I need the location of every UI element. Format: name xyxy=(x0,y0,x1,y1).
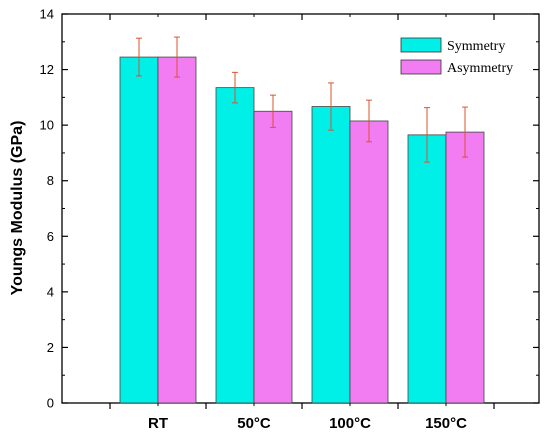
legend-label-asymmetry: Asymmetry xyxy=(447,61,513,76)
x-tick-label: 50°C xyxy=(237,415,271,432)
y-tick-label: 6 xyxy=(47,229,54,244)
y-tick-label: 12 xyxy=(40,62,54,77)
x-tick-label: 100°C xyxy=(329,415,371,432)
legend-swatch-symmetry xyxy=(400,37,442,53)
bar-symmetry-0 xyxy=(119,56,159,404)
bar-asymmetry-0 xyxy=(157,56,197,404)
y-tick-label: 2 xyxy=(47,340,54,355)
legend-label-symmetry: Symmetry xyxy=(447,39,505,54)
y-tick-label: 14 xyxy=(40,7,54,22)
x-tick-label: RT xyxy=(148,415,168,432)
bar-symmetry-1 xyxy=(215,87,255,404)
legend: Symmetry Asymmetry xyxy=(400,37,513,76)
legend-swatch-asymmetry xyxy=(400,59,442,75)
bar-asymmetry-2 xyxy=(349,120,389,404)
y-axis-title: Youngs Modulus (GPa) xyxy=(9,121,26,296)
y-tick-label: 10 xyxy=(40,118,54,133)
y-axis-ticks: 0 2 4 6 8 10 12 14 xyxy=(40,7,539,411)
y-tick-label: 4 xyxy=(47,284,54,299)
x-tick-label: 150°C xyxy=(425,415,467,432)
y-tick-label: 0 xyxy=(47,396,54,411)
bar-symmetry-2 xyxy=(311,106,351,404)
bar-asymmetry-1 xyxy=(253,110,293,404)
bars-group xyxy=(119,56,485,404)
bar-asymmetry-3 xyxy=(445,131,485,404)
bar-symmetry-3 xyxy=(407,134,447,404)
y-tick-label: 8 xyxy=(47,173,54,188)
error-bars-group xyxy=(136,36,468,163)
x-axis-ticks: RT 50°C 100°C 150°C xyxy=(109,14,495,432)
